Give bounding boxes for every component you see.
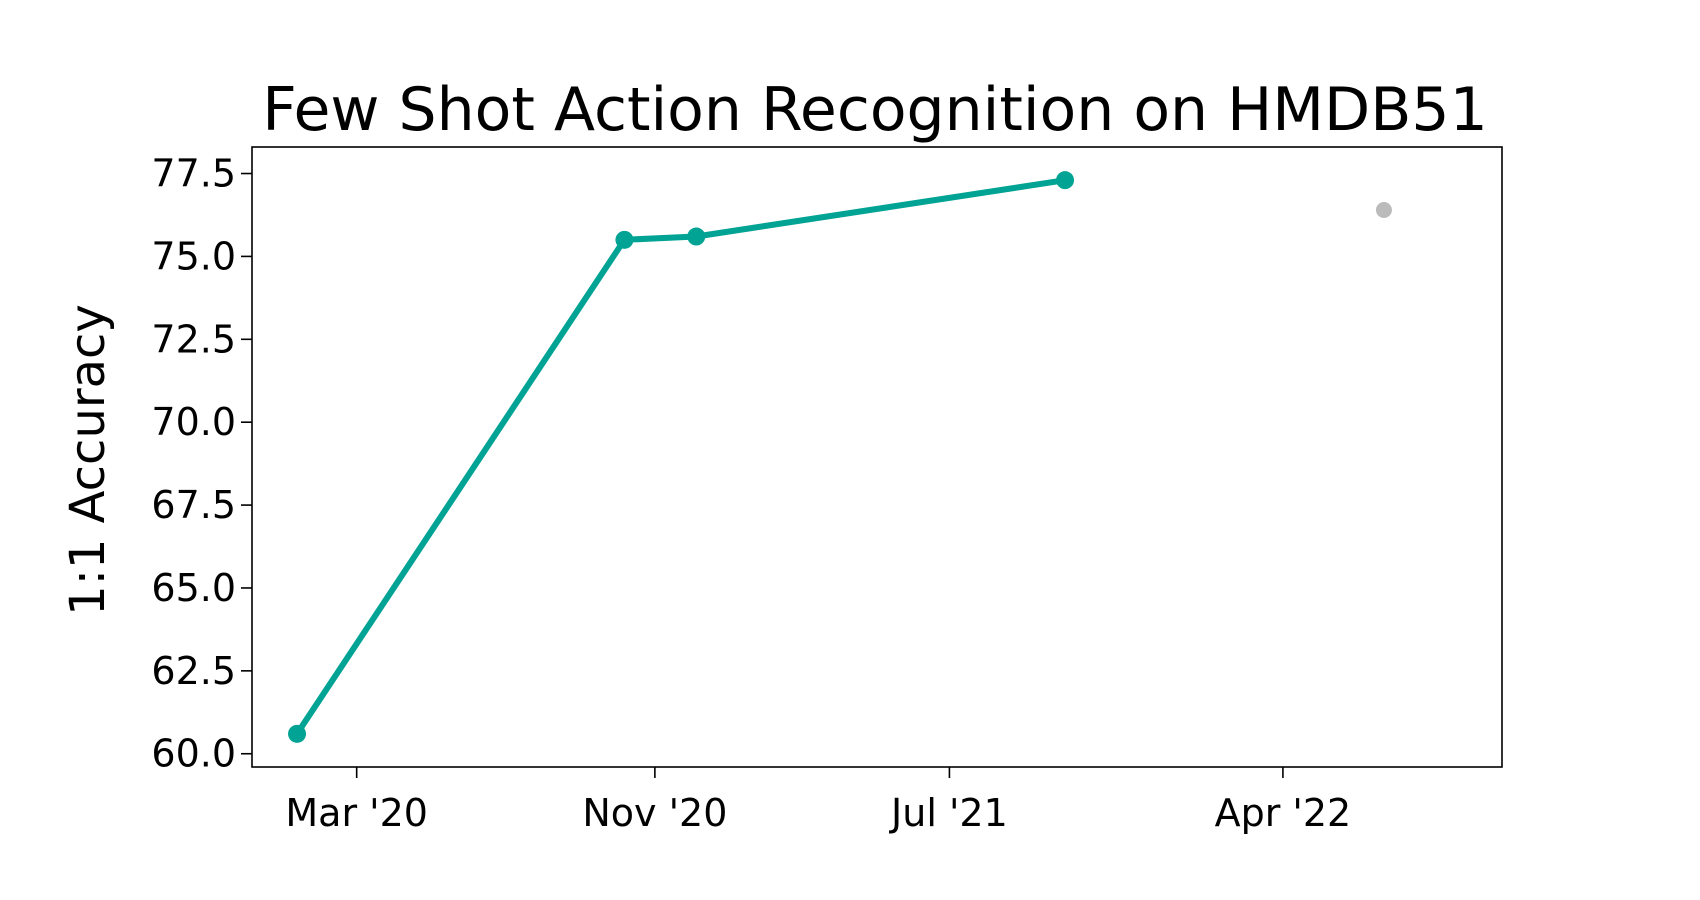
data-point (1375, 201, 1392, 218)
chart-title: Few Shot Action Recognition on HMDB51 (262, 75, 1488, 145)
y-tick-label: 60.0 (151, 732, 236, 776)
data-point (615, 230, 634, 249)
data-point (687, 227, 706, 246)
x-tick-label: Apr '22 (1215, 791, 1352, 835)
plot-area (288, 171, 1392, 743)
series-line (294, 177, 1068, 737)
x-tick-label: Mar '20 (285, 791, 428, 835)
plot-frame (251, 146, 1503, 768)
data-point (288, 724, 307, 743)
y-tick-label: 67.5 (151, 483, 236, 527)
x-tick-label: Jul '21 (889, 791, 1008, 835)
y-axis-label: 1:1 Accuracy (60, 304, 116, 616)
y-tick-label: 77.5 (151, 152, 236, 196)
y-tick-label: 75.0 (151, 234, 236, 278)
y-axis: 60.0 62.5 65.0 67.5 70.0 72.5 75.0 77.5 (151, 152, 252, 776)
series-2 (1375, 201, 1392, 218)
x-tick-label: Nov '20 (582, 791, 727, 835)
y-tick-label: 62.5 (151, 649, 236, 693)
data-point (1056, 171, 1075, 190)
y-tick-label: 65.0 (151, 566, 236, 610)
series-1 (288, 171, 1075, 743)
y-tick-label: 72.5 (151, 317, 236, 361)
y-tick-label: 70.0 (151, 400, 236, 444)
x-axis: Mar '20 Nov '20 Jul '21 Apr '22 (285, 767, 1351, 835)
